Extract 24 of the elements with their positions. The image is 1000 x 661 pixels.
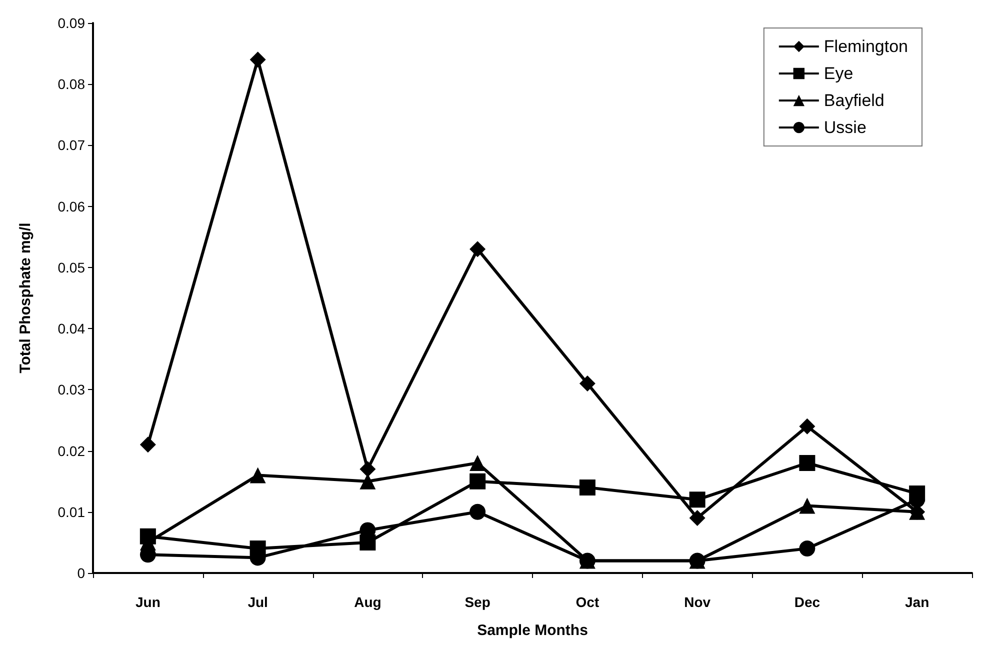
y-tick-label: 0.06: [58, 198, 86, 214]
x-tick-label: Nov: [684, 594, 711, 610]
x-tick-label: Jun: [135, 594, 160, 610]
legend-label: Flemington: [824, 37, 908, 56]
y-tick-label: 0: [77, 565, 86, 581]
x-axis-title: Sample Months: [477, 622, 588, 639]
y-tick-label: 0.07: [58, 137, 86, 154]
y-tick-label: 0.02: [58, 442, 86, 459]
legend-label: Bayfield: [824, 91, 884, 110]
y-axis-title: Total Phosphate mg/l: [17, 222, 34, 374]
legend-label: Ussie: [824, 118, 866, 137]
y-tick-label: 0.05: [58, 259, 86, 276]
x-tick-label: Aug: [354, 594, 382, 610]
y-tick-label: 0.03: [58, 382, 86, 398]
x-tick-label: Dec: [794, 594, 820, 610]
x-tick-label: Jul: [248, 594, 268, 610]
legend-label: Eye: [824, 64, 854, 83]
x-tick-label: Jan: [905, 594, 930, 610]
y-tick-label: 0.08: [58, 76, 86, 92]
y-tick-label: 0.09: [58, 15, 86, 31]
x-tick-label: Sep: [464, 594, 490, 610]
y-tick-label: 0.04: [58, 320, 86, 337]
y-tick-label: 0.01: [58, 504, 86, 520]
x-tick-label: Oct: [576, 594, 600, 610]
